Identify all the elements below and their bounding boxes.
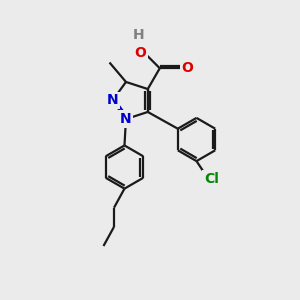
Text: H: H [133,28,144,42]
Text: N: N [120,112,132,126]
Text: N: N [107,94,118,107]
Text: Cl: Cl [204,172,219,186]
Text: O: O [135,46,146,60]
Text: O: O [182,61,193,75]
